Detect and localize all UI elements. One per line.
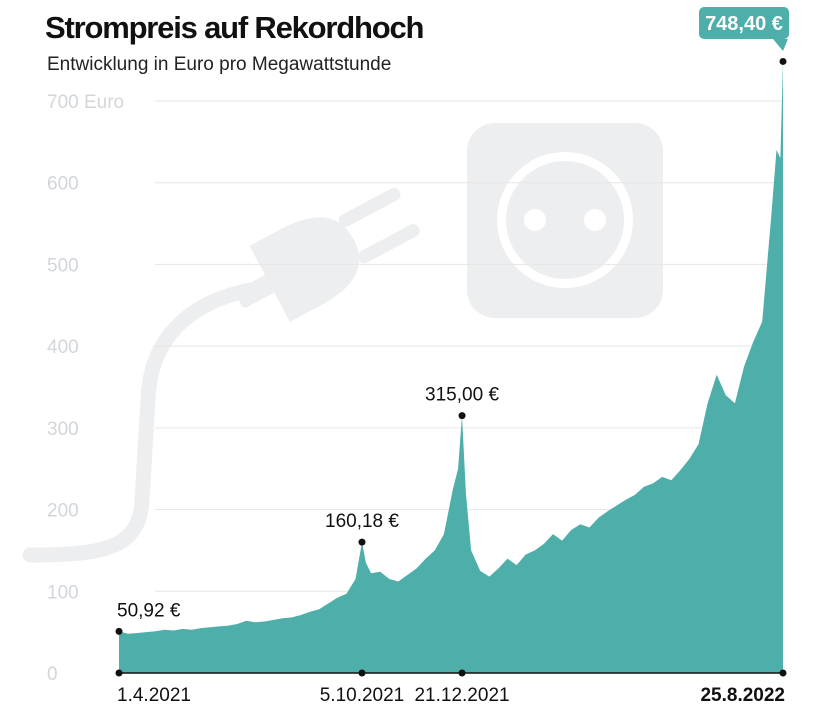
x-tick-label-1: 5.10.2021 (320, 685, 405, 706)
y-tick-label-700: 700 Euro (47, 92, 124, 113)
background-illustration (22, 123, 663, 563)
plug-icon (235, 187, 420, 322)
y-tick-label-500: 500 (47, 255, 79, 276)
annotation-label-1: 160,18 € (325, 511, 399, 532)
grid-lines (155, 100, 783, 592)
chart-subtitle: Entwicklung in Euro pro Megawattstunde (47, 54, 392, 75)
price-area (119, 61, 783, 673)
socket-icon (467, 123, 663, 318)
x-axis: 1.4.2021 5.10.2021 21.12.2021 25.8.2022 (115, 669, 787, 706)
x-tick-dot-0 (115, 669, 123, 677)
x-tick-label-3: 25.8.2022 (700, 685, 785, 706)
annotation-dot-1 (358, 538, 366, 546)
annotation-dot-3 (779, 57, 787, 65)
peak-value-badge (699, 7, 789, 39)
x-tick-dot-1 (358, 669, 366, 677)
chart-title: Strompreis auf Rekordhoch (45, 10, 424, 45)
x-tick-dot-3 (779, 669, 787, 677)
annotation-dot-2 (458, 412, 466, 420)
y-tick-label-300: 300 (47, 419, 79, 440)
cable-icon (22, 282, 258, 563)
y-tick-label-600: 600 (47, 174, 79, 195)
y-tick-label-200: 200 (47, 501, 79, 522)
y-axis-ticks: 0 100 200 300 400 500 600 700 Euro (47, 92, 124, 685)
x-tick-label-0: 1.4.2021 (117, 685, 191, 706)
annotation-dot-0 (115, 627, 123, 635)
annotation-label-3: 748,40 € (705, 13, 783, 35)
y-tick-label-400: 400 (47, 337, 79, 358)
y-tick-label-100: 100 (47, 582, 79, 603)
annotations: 50,92 € 160,18 € 315,00 € 748,40 € (115, 7, 789, 635)
peak-badge-pointer (773, 39, 788, 51)
x-tick-dot-2 (458, 669, 466, 677)
annotation-label-0: 50,92 € (117, 600, 181, 621)
y-tick-label-0: 0 (47, 664, 58, 685)
annotation-label-2: 315,00 € (425, 385, 499, 406)
x-tick-label-2: 21.12.2021 (414, 685, 509, 706)
